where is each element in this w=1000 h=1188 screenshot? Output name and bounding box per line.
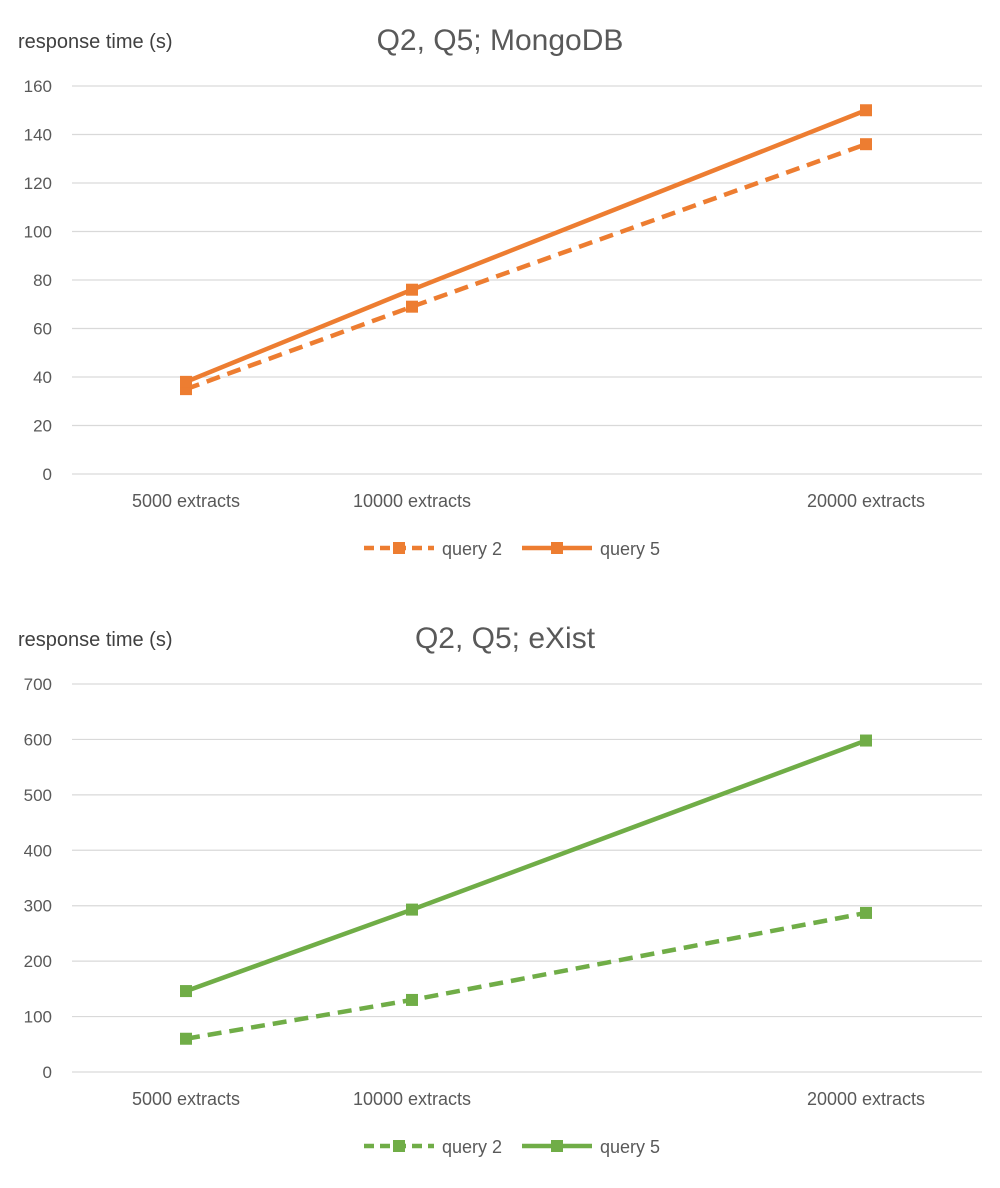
y-tick-label: 100 <box>24 1008 52 1027</box>
exist-chart-svg: response time (s) Q2, Q5; eXist 0 100 200 3… <box>18 622 982 1157</box>
series-line-query-2 <box>185 910 867 1041</box>
x-category-label: 5000 extracts <box>132 491 240 511</box>
y-axis-label: response time (s) <box>18 629 173 651</box>
series-line-query-5 <box>185 108 867 384</box>
mongodb-chart-svg: response time (s) Q2, Q5; MongoDB 0 20 40 6… <box>18 24 982 559</box>
data-point-query-5 <box>180 375 192 388</box>
data-point-query-5 <box>406 283 418 296</box>
x-category-label: 5000 extracts <box>132 1089 240 1109</box>
y-tick-label: 700 <box>24 675 52 694</box>
x-category-label: 20000 extracts <box>807 1089 925 1109</box>
legend-marker <box>393 1140 405 1152</box>
data-point-query-2 <box>406 993 418 1006</box>
y-tick-label: 40 <box>33 368 52 387</box>
y-tick-label: 160 <box>24 77 52 96</box>
series-line-query-2 <box>185 142 867 392</box>
legend-label: query 2 <box>442 1137 502 1157</box>
x-category-label: 20000 extracts <box>807 491 925 511</box>
data-point-query-5 <box>860 104 872 117</box>
exist-chart: response time (s) Q2, Q5; eXist 0 100 200 3… <box>0 598 1000 1188</box>
legend-label: query 5 <box>600 539 660 559</box>
y-tick-label: 20 <box>33 417 52 436</box>
legend-marker <box>551 1140 563 1152</box>
y-tick-label: 140 <box>24 126 52 145</box>
series-line-query-5 <box>185 738 867 994</box>
legend-label: query 2 <box>442 539 502 559</box>
data-point-query-5 <box>180 985 192 998</box>
data-point-query-2 <box>406 300 418 313</box>
y-tick-label: 0 <box>43 1063 52 1082</box>
y-tick-label: 300 <box>24 897 52 916</box>
x-category-label: 10000 extracts <box>353 491 471 511</box>
chart-title: Q2, Q5; MongoDB <box>377 24 624 57</box>
y-tick-label: 100 <box>24 223 52 242</box>
y-tick-label: 200 <box>24 952 52 971</box>
y-axis-label: response time (s) <box>18 31 173 53</box>
y-tick-label: 500 <box>24 786 52 805</box>
chart-title: Q2, Q5; eXist <box>415 622 596 655</box>
y-tick-label: 400 <box>24 841 52 860</box>
data-point-query-5 <box>860 734 872 747</box>
y-tick-label: 600 <box>24 730 52 749</box>
data-point-query-2 <box>180 1032 192 1045</box>
legend-marker <box>393 542 405 554</box>
data-point-query-5 <box>406 903 418 916</box>
y-tick-label: 80 <box>33 271 52 290</box>
data-point-query-2 <box>860 138 872 151</box>
y-tick-label: 0 <box>43 465 52 484</box>
y-tick-label: 120 <box>24 174 52 193</box>
x-category-label: 10000 extracts <box>353 1089 471 1109</box>
data-point-query-2 <box>860 906 872 919</box>
legend-marker <box>551 542 563 554</box>
mongodb-chart: response time (s) Q2, Q5; MongoDB 0 20 40 6… <box>0 0 1000 590</box>
legend-label: query 5 <box>600 1137 660 1157</box>
y-tick-label: 60 <box>33 320 52 339</box>
